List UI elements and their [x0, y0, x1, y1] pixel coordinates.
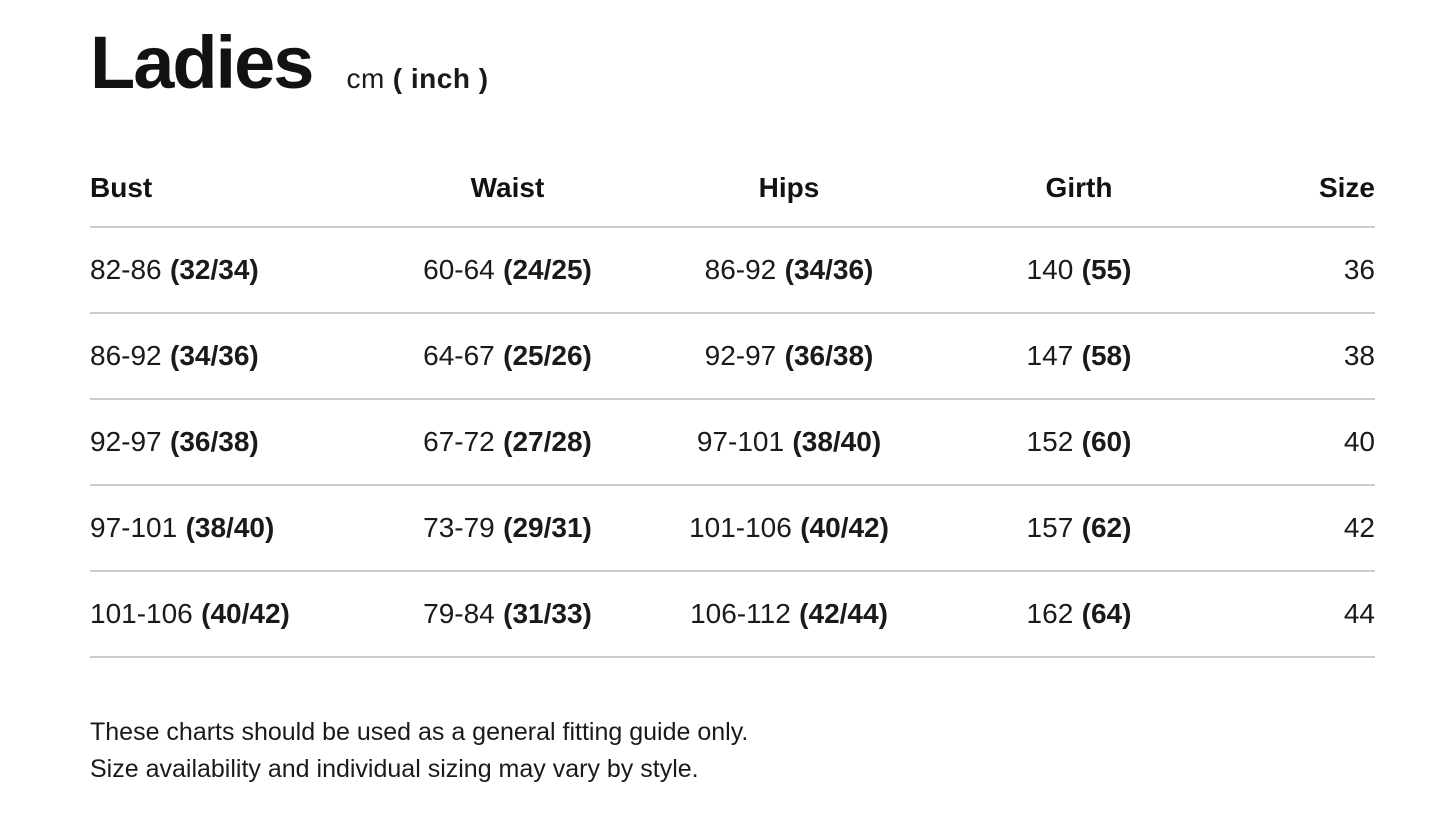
waist-cell: 79-84 (31/33)	[335, 598, 680, 630]
hips-cm-value: 106-112	[690, 598, 791, 629]
bust-inch-value: (40/42)	[201, 598, 290, 629]
size-value: 42	[1343, 512, 1375, 543]
size-value: 36	[1343, 254, 1375, 285]
unit-cm-label: cm	[346, 63, 385, 94]
waist-cell: 67-72 (27/28)	[335, 426, 680, 458]
disclaimer-line-2: Size availability and individual sizing …	[90, 755, 699, 783]
girth-cm-value: 162	[1026, 598, 1074, 629]
girth-cm-value: 140	[1026, 254, 1074, 285]
girth-inch-value: (64)	[1081, 598, 1132, 629]
waist-cm-value: 64-67	[423, 340, 495, 371]
girth-cell: 157 (62)	[898, 512, 1260, 544]
hips-cm-value: 86-92	[704, 254, 777, 285]
disclaimer: These charts should be used as a general…	[90, 714, 1375, 788]
bust-inch-value: (32/34)	[170, 254, 259, 285]
bust-cm-value: 86-92	[90, 340, 162, 371]
column-header-size: Size	[1318, 172, 1375, 203]
bust-cm-value: 101-106	[90, 598, 193, 629]
girth-inch-value: (62)	[1081, 512, 1132, 543]
column-header-girth: Girth	[1045, 172, 1113, 203]
size-value: 40	[1343, 426, 1375, 457]
girth-cell: 152 (60)	[898, 426, 1260, 458]
bust-cell: 97-101 (38/40)	[90, 512, 335, 544]
size-cell: 44	[1260, 598, 1375, 630]
waist-cell: 60-64 (24/25)	[335, 254, 680, 286]
hips-cell: 86-92 (34/36)	[680, 254, 898, 286]
size-cell: 42	[1260, 512, 1375, 544]
table-row: 82-86 (32/34) 60-64 (24/25) 86-92 (34/36) 1…	[90, 228, 1375, 314]
bust-cell: 82-86 (32/34)	[90, 254, 335, 286]
hips-cm-value: 101-106	[689, 512, 792, 543]
column-header-bust: Bust	[90, 172, 153, 203]
girth-inch-value: (55)	[1081, 254, 1132, 285]
waist-inch-value: (24/25)	[503, 254, 592, 285]
girth-cm-value: 152	[1026, 426, 1074, 457]
hips-inch-value: (34/36)	[784, 254, 874, 285]
bust-cm-value: 82-86	[90, 254, 162, 285]
bust-cm-value: 97-101	[90, 512, 178, 543]
waist-inch-value: (31/33)	[503, 598, 592, 629]
waist-inch-value: (29/31)	[503, 512, 592, 543]
hips-inch-value: (36/38)	[784, 340, 874, 371]
size-cell: 38	[1260, 340, 1375, 372]
girth-cell: 140 (55)	[898, 254, 1260, 286]
table-row: 92-97 (36/38) 67-72 (27/28) 97-101 (38/40) …	[90, 400, 1375, 486]
bust-inch-value: (36/38)	[170, 426, 259, 457]
column-header-hips: Hips	[758, 172, 820, 203]
table-row: 86-92 (34/36) 64-67 (25/26) 92-97 (36/38) 1…	[90, 314, 1375, 400]
table-header-row: Bust Waist Hips Girth Size	[90, 150, 1375, 228]
bust-cell: 92-97 (36/38)	[90, 426, 335, 458]
size-value: 38	[1343, 340, 1375, 371]
unit-inch-label: ( inch )	[392, 63, 489, 94]
hips-cm-value: 92-97	[704, 340, 777, 371]
girth-cm-value: 157	[1026, 512, 1074, 543]
waist-cm-value: 79-84	[423, 598, 495, 629]
hips-inch-value: (40/42)	[800, 512, 889, 543]
size-table: Bust Waist Hips Girth Size 82-86 (32/34) …	[90, 150, 1375, 658]
waist-inch-value: (27/28)	[503, 426, 592, 457]
girth-cell: 147 (58)	[898, 340, 1260, 372]
disclaimer-line-1: These charts should be used as a general…	[90, 718, 749, 746]
waist-cell: 64-67 (25/26)	[335, 340, 680, 372]
column-header-waist: Waist	[470, 172, 545, 203]
hips-cell: 106-112 (42/44)	[680, 598, 898, 630]
waist-cm-value: 73-79	[423, 512, 495, 543]
page-title: Ladies	[90, 21, 314, 104]
size-cell: 36	[1260, 254, 1375, 286]
hips-inch-value: (42/44)	[799, 598, 888, 629]
hips-cell: 101-106 (40/42)	[680, 512, 898, 544]
girth-cell: 162 (64)	[898, 598, 1260, 630]
bust-inch-value: (38/40)	[185, 512, 275, 543]
girth-cm-value: 147	[1026, 340, 1074, 371]
bust-inch-value: (34/36)	[170, 340, 259, 371]
girth-inch-value: (58)	[1081, 340, 1132, 371]
hips-inch-value: (38/40)	[792, 426, 882, 457]
hips-cell: 92-97 (36/38)	[680, 340, 898, 372]
bust-cell: 101-106 (40/42)	[90, 598, 335, 630]
table-row: 101-106 (40/42) 79-84 (31/33) 106-112 (42/4…	[90, 572, 1375, 658]
bust-cm-value: 92-97	[90, 426, 162, 457]
page-header: Ladies cm( inch )	[90, 26, 1375, 100]
hips-cm-value: 97-101	[696, 426, 785, 457]
size-cell: 40	[1260, 426, 1375, 458]
units-label: cm( inch )	[346, 63, 488, 95]
bust-cell: 86-92 (34/36)	[90, 340, 335, 372]
size-value: 44	[1343, 598, 1375, 629]
waist-cm-value: 67-72	[423, 426, 495, 457]
girth-inch-value: (60)	[1081, 426, 1132, 457]
table-row: 97-101 (38/40) 73-79 (29/31) 101-106 (40/42…	[90, 486, 1375, 572]
waist-cm-value: 60-64	[423, 254, 495, 285]
waist-cell: 73-79 (29/31)	[335, 512, 680, 544]
waist-inch-value: (25/26)	[503, 340, 592, 371]
hips-cell: 97-101 (38/40)	[680, 426, 898, 458]
